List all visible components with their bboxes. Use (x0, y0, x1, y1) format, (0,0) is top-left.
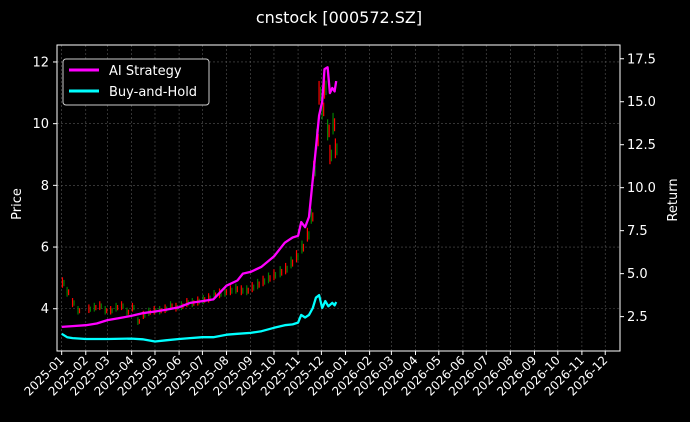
left-y-tick-label: 12 (32, 55, 49, 70)
buy-and-hold-line (61, 293, 338, 343)
left-y-tick-label: 10 (32, 117, 49, 132)
legend-box (62, 58, 210, 106)
plot-frame (56, 44, 621, 352)
y-axis-label-left: Price (10, 188, 25, 220)
ai-strategy-line (61, 66, 338, 329)
right-y-tick-label: 12.5 (627, 138, 656, 153)
legend-label-ai-strategy: AI Strategy (109, 64, 182, 79)
grid (57, 45, 620, 351)
left-y-tick-label: 6 (41, 241, 49, 256)
right-y-tick-label: 5.0 (627, 267, 648, 282)
right-y-tick-label: 2.5 (627, 310, 648, 325)
right-y-tick-label: 15.0 (627, 95, 656, 110)
right-y-tick-label: 10.0 (627, 181, 656, 196)
right-y-tick-label: 17.5 (627, 52, 656, 67)
y-axis-label-right: Return (666, 178, 681, 221)
right-y-tick-label: 7.5 (627, 224, 648, 239)
candlesticks (61, 74, 338, 325)
legend: AI Strategy Buy-and-Hold (62, 58, 210, 106)
left-y-tick-label: 8 (41, 179, 49, 194)
series-lines (61, 66, 338, 343)
left-y-tick-label: 4 (41, 302, 49, 317)
legend-label-buy-and-hold: Buy-and-Hold (109, 85, 197, 100)
chart-title: cnstock [000572.SZ] (256, 8, 422, 27)
